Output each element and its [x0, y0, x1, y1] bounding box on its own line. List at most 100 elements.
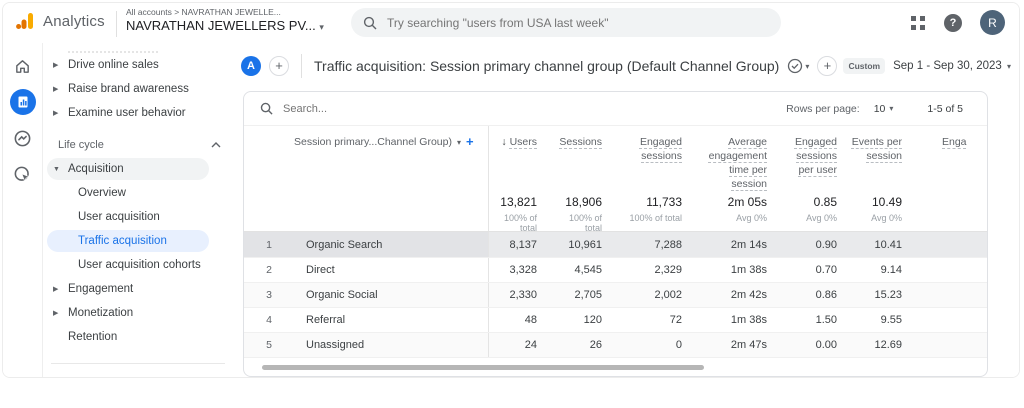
nav-item-engagement[interactable]: ▶ Engagement [53, 283, 134, 295]
cell-events-per-session: 9.55 [880, 314, 902, 326]
account-name: NAVRATHAN JEWELLERS PV... ▾ [126, 18, 324, 33]
table-body: 1 Organic Search 8,137 10,961 7,288 2m 14s 0.9… [244, 232, 987, 357]
nav-item-user-acquisition[interactable]: User acquisition [78, 211, 160, 223]
cell-events-per-session: 10.41 [874, 238, 902, 251]
home-icon[interactable] [10, 53, 36, 79]
column-header-clipped[interactable]: Enga [942, 136, 967, 148]
total-engaged-per-user: 0.85 Avg 0% [806, 195, 837, 223]
account-switcher[interactable]: All accounts > NAVRATHAN JEWELLE... NAVR… [126, 7, 324, 33]
cell-channel: Referral [294, 308, 489, 332]
cell-users: 2,330 [509, 289, 537, 301]
cell-engaged-per-user: 0.90 [815, 238, 837, 251]
cell-events-per-session: 9.14 [880, 264, 902, 276]
cell-sessions: 4,545 [574, 264, 602, 276]
dimension-header[interactable]: Session primary...Channel Group) ▾ + [294, 126, 489, 188]
cell-num: 4 [266, 314, 272, 326]
analytics-logo[interactable]: Analytics [15, 11, 105, 31]
cell-avg-engagement-time: 2m 14s [730, 238, 767, 251]
nav-item-examine-user-behavior[interactable]: ▶ Examine user behavior [53, 107, 186, 119]
collapse-arrow-icon: ▼ [53, 165, 60, 173]
cell-num: 2 [266, 264, 272, 276]
help-icon[interactable]: ? [944, 13, 962, 32]
chevron-down-icon: ▾ [1006, 62, 1011, 71]
top-app-bar: Analytics All accounts > NAVRATHAN JEWEL… [3, 3, 1019, 43]
chevron-down-icon[interactable]: ▾ [805, 61, 810, 71]
cell-channel: Unassigned [294, 333, 489, 357]
cell-engaged-per-user: 0.70 [815, 264, 837, 276]
cell-sessions: 10,961 [568, 238, 602, 251]
pagination-status: 1-5 of 5 [927, 102, 963, 115]
total-engaged-sessions: 11,733 100% of total [629, 195, 682, 223]
nav-item-user-acquisition-cohorts[interactable]: User acquisition cohorts [78, 259, 201, 271]
table-row[interactable]: 4 Referral 48 120 72 1m 38s 1.50 9.55 [244, 307, 987, 332]
report-nav: ▶ Drive online sales ▶ Raise brand aware… [43, 43, 233, 377]
add-report-tab-button[interactable]: + [269, 56, 289, 76]
table-search-input[interactable] [283, 102, 483, 115]
cell-num: 1 [244, 232, 294, 257]
column-header-events-per-session[interactable]: Events per session [851, 136, 902, 162]
explore-icon[interactable] [10, 125, 36, 151]
column-header-engaged-sessions-per-user[interactable]: Engaged sessions per user [794, 136, 837, 176]
cell-channel: Organic Social [294, 283, 489, 307]
global-search-input[interactable] [387, 15, 769, 30]
add-comparison-button[interactable]: + [817, 56, 838, 76]
cell-engaged-sessions: 2,002 [654, 289, 682, 301]
apps-grid-icon[interactable] [910, 15, 926, 31]
cell-sessions: 26 [589, 339, 602, 351]
global-search[interactable] [351, 8, 781, 37]
nav-item-raise-brand-awareness[interactable]: ▶ Raise brand awareness [53, 83, 189, 95]
cell-engaged-per-user: 0.00 [815, 339, 837, 351]
add-dimension-icon[interactable]: + [465, 134, 474, 149]
cell-sessions: 2,705 [574, 289, 602, 301]
nav-item-retention[interactable]: Retention [68, 331, 118, 343]
table-row[interactable]: 5 Unassigned 24 26 0 2m 47s 0.00 12.69 [244, 332, 987, 357]
nav-divider [51, 363, 225, 364]
table-row[interactable]: 3 Organic Social 2,330 2,705 2,002 2m 42s 0.86… [244, 282, 987, 307]
total-users: 13,821 100% of total [500, 195, 537, 233]
report-badge[interactable]: A [241, 56, 261, 76]
cell-users: 3,328 [509, 264, 537, 276]
rows-per-page-select[interactable]: 10 [873, 102, 886, 115]
column-header-sessions[interactable]: Sessions [559, 136, 602, 148]
advertising-icon[interactable] [10, 161, 36, 187]
table-row[interactable]: 2 Direct 3,328 4,545 2,329 1m 38s 0.70 9.14 [244, 257, 987, 282]
cell-users: 8,137 [509, 238, 537, 251]
expand-arrow-icon: ▶ [53, 62, 59, 69]
table-header: Session primary...Channel Group) ▾ + ↓ Us… [244, 126, 987, 190]
search-icon [260, 102, 273, 115]
column-header-users[interactable]: ↓ Users [501, 136, 537, 148]
expand-arrow-icon: ▶ [53, 86, 59, 93]
nav-item-monetization[interactable]: ▶ Monetization [53, 307, 134, 319]
nav-section-life-cycle[interactable]: Life cycle [43, 133, 233, 157]
header-divider [301, 54, 302, 78]
avatar[interactable]: R [980, 10, 1005, 35]
nav-rail [3, 43, 43, 377]
cell-events-per-session: 15.23 [874, 289, 902, 301]
total-sessions: 18,906 100% of total [565, 195, 602, 233]
cell-avg-engagement-time: 1m 38s [730, 264, 767, 276]
reports-icon[interactable] [9, 89, 36, 115]
cell-engaged-per-user: 1.50 [815, 314, 837, 326]
column-header-avg-engagement-time[interactable]: Average engagement time per session [708, 136, 767, 190]
nav-item-traffic-acquisition[interactable]: Traffic acquisition [43, 229, 233, 253]
cell-channel: Direct [294, 258, 489, 282]
hover-pill [47, 158, 209, 180]
chevron-down-icon[interactable]: ▾ [456, 138, 461, 147]
nav-item-acquisition[interactable]: ▼ Acquisition [43, 157, 233, 181]
check-circle-icon[interactable] [787, 58, 803, 74]
search-icon [363, 16, 377, 30]
date-range-picker[interactable]: Sep 1 - Sep 30, 2023 ▾ [893, 60, 1011, 72]
breadcrumb: All accounts > NAVRATHAN JEWELLE... [126, 7, 281, 17]
chevron-down-icon[interactable]: ▾ [889, 104, 894, 113]
report-header: A + Traffic acquisition: Session primary… [241, 43, 1011, 89]
nav-item-overview[interactable]: Overview [78, 187, 126, 199]
app-window: Analytics All accounts > NAVRATHAN JEWEL… [2, 2, 1020, 378]
column-header-engaged-sessions[interactable]: Engaged sessions [639, 136, 682, 162]
clipped-nav-item [68, 45, 158, 53]
horizontal-scrollbar[interactable] [262, 365, 704, 370]
topbar-divider [116, 11, 117, 37]
expand-arrow-icon: ▶ [53, 110, 59, 117]
date-type-chip: Custom [843, 58, 886, 74]
nav-item-drive-online-sales[interactable]: ▶ Drive online sales [53, 59, 159, 71]
table-row[interactable]: 1 Organic Search 8,137 10,961 7,288 2m 14s 0.9… [244, 232, 987, 257]
